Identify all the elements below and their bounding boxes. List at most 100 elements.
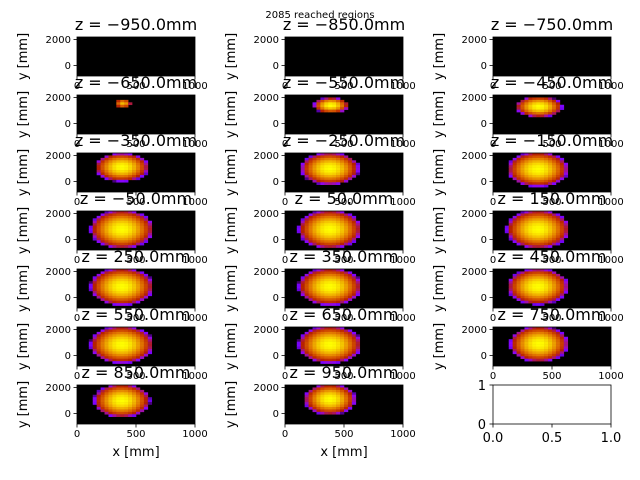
heatmap-cell	[552, 107, 557, 110]
heatmap-cell	[120, 406, 125, 410]
heatmap-cell	[324, 174, 329, 178]
heatmap-cell	[316, 179, 321, 183]
heatmap-cell	[320, 295, 325, 299]
heatmap-cell	[347, 290, 353, 294]
heatmap-cell	[300, 344, 305, 347]
heatmap-cell	[528, 269, 533, 272]
heatmap-cell	[548, 109, 553, 113]
heatmap-cell	[320, 240, 325, 243]
heatmap-cell	[328, 329, 333, 333]
heatmap-cell	[332, 170, 337, 173]
heatmap-cell	[351, 288, 357, 292]
x-tick-label: 500	[542, 371, 561, 382]
heatmap-cell	[347, 228, 353, 231]
heatmap-cell	[112, 353, 117, 357]
panel-title: z = 650.0mm	[290, 305, 399, 324]
heatmap-cell	[112, 392, 117, 396]
heatmap-cell	[336, 290, 341, 294]
heatmap-cell	[112, 269, 117, 272]
heatmap-cell	[548, 240, 553, 243]
heatmap-cell	[312, 293, 317, 297]
heatmap-cell	[128, 218, 133, 222]
heatmap-cell	[308, 394, 313, 398]
heatmap-cell	[308, 172, 313, 176]
heatmap-cell	[351, 237, 357, 241]
heatmap-cell	[116, 283, 121, 287]
heatmap-cell	[128, 394, 133, 398]
heatmap-cell	[296, 228, 302, 231]
heatmap-cell	[120, 356, 125, 359]
heatmap-cell	[104, 172, 109, 176]
heatmap-cell	[316, 211, 321, 214]
heatmap-cell	[355, 286, 361, 289]
heatmap-cell	[312, 165, 317, 168]
heatmap-cell	[320, 387, 325, 391]
heatmap-cell	[555, 329, 561, 333]
heatmap-cell	[536, 112, 541, 115]
heatmap-cell	[139, 329, 145, 333]
heatmap-cell	[116, 334, 121, 338]
heatmap-cell	[548, 172, 553, 176]
heatmap-cell	[112, 295, 117, 299]
heatmap-cell	[355, 344, 361, 347]
heatmap-cell	[116, 153, 121, 156]
heatmap-cell	[520, 356, 525, 359]
heatmap-cell	[100, 392, 105, 396]
heatmap-cell	[340, 389, 345, 393]
heatmap-cell	[300, 351, 305, 355]
heatmap-cell	[536, 218, 541, 222]
heatmap-cell	[520, 225, 525, 229]
heatmap-cell	[344, 232, 349, 236]
heatmap-cell	[92, 346, 97, 350]
heatmap-cell	[92, 220, 97, 224]
heatmap-cell	[143, 172, 149, 176]
y-tick-label: 0	[65, 235, 71, 246]
x-tick-label: 0	[74, 255, 80, 266]
heatmap-cell	[344, 172, 349, 176]
heatmap-cell	[351, 334, 357, 338]
heatmap-cell	[316, 290, 321, 294]
heatmap-cell	[516, 242, 521, 246]
heatmap-cell	[536, 99, 541, 103]
heatmap-cell	[304, 220, 309, 224]
y-axis-label: y [mm]	[224, 149, 239, 196]
heatmap-cell	[340, 155, 345, 159]
heatmap-cell	[528, 165, 533, 168]
heatmap-cell	[544, 157, 549, 161]
heatmap-cell	[555, 215, 561, 219]
heatmap-cell	[516, 102, 521, 106]
heatmap-cell	[312, 174, 317, 178]
heatmap-cell	[139, 348, 145, 352]
heatmap-cell	[532, 353, 537, 357]
heatmap-cell	[347, 399, 353, 403]
panel-background	[493, 37, 611, 76]
heatmap-cell	[524, 269, 529, 272]
heatmap-cell	[563, 346, 569, 350]
heatmap-cell	[559, 162, 565, 166]
heatmap-cell	[300, 218, 305, 222]
heatmap-cell	[340, 290, 345, 294]
heatmap-cell	[340, 288, 345, 292]
heatmap-cell	[92, 394, 97, 398]
heatmap-cell	[324, 336, 329, 340]
heatmap-cell	[336, 225, 341, 229]
heatmap-cell	[548, 278, 553, 282]
heatmap-cell	[332, 353, 337, 357]
heatmap-cell	[508, 290, 513, 294]
heatmap-cell	[351, 240, 357, 243]
heatmap-cell	[316, 344, 321, 347]
heatmap-cell	[552, 278, 557, 282]
heatmap-cell	[548, 242, 553, 246]
heatmap-cell	[100, 397, 105, 400]
heatmap-cell	[555, 170, 561, 173]
heatmap-cell	[528, 172, 533, 176]
heatmap-cell	[559, 295, 565, 299]
heatmap-cell	[548, 344, 553, 347]
heatmap-cell	[108, 406, 113, 410]
heatmap-cell	[351, 235, 357, 239]
heatmap-cell	[143, 346, 149, 350]
heatmap-cell	[304, 331, 309, 335]
heatmap-cell	[512, 235, 517, 239]
heatmap-cell	[124, 404, 129, 408]
